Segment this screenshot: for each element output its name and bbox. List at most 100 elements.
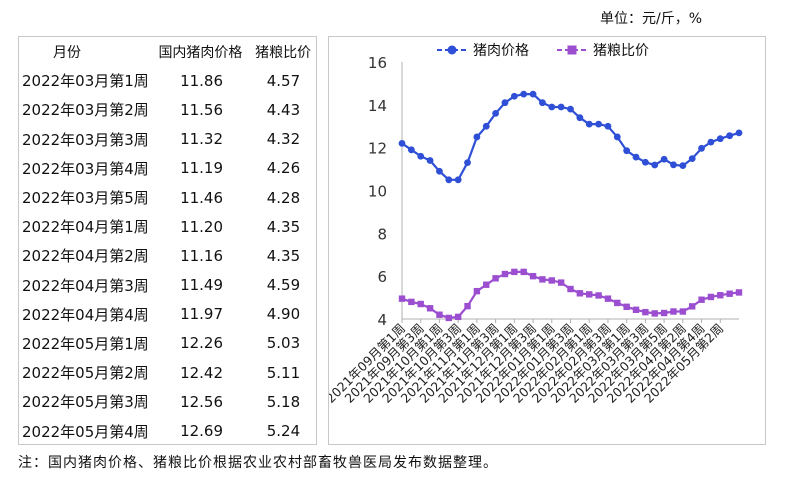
row-pig-grain-ratio: 4.35 [266,246,301,265]
data-point-pig-grain-ratio [483,281,490,288]
data-point-pig-grain-ratio [436,311,443,318]
data-point-pig-grain-ratio [698,296,705,303]
data-point-pig-grain-ratio [464,302,471,310]
data-point-pig-grain-ratio [398,295,406,302]
data-point-pig-grain-ratio [586,291,593,298]
legend-label: 猪肉价格 [473,43,529,59]
data-point-pig-grain-ratio [492,275,499,282]
data-point-pig-grain-ratio [726,290,733,297]
row-pork-price: 11.16 [180,246,224,265]
table-row: 2022年05月第4周 12.69 5.24 [19,416,316,445]
data-table: 月份 国内猪肉价格 猪粮比价 2022年03月第1周 11.86 4.57 2022年… [18,36,317,445]
y-tick-label: 10 [368,183,387,201]
data-point-pork-price [520,90,528,98]
table-body: 2022年03月第1周 11.86 4.57 2022年03月第2周 11.56 4.43… [19,66,316,445]
chart-panel: 4 6 8 10 12 14 16 2021年09月第1周 2021年09月第3周 2021年10… [323,36,766,445]
table-header: 月份 国内猪肉价格 猪粮比价 [19,37,316,66]
row-pig-grain-ratio: 4.28 [266,188,301,207]
data-point-pork-price [595,120,602,128]
header-pig-grain-ratio: 猪粮比价 [255,44,312,61]
data-point-pork-price [688,155,696,162]
row-pig-grain-ratio: 5.18 [266,392,301,411]
data-point-pork-price [716,135,724,143]
data-point-pig-grain-ratio [614,299,621,307]
data-point-pork-price [567,105,574,113]
data-point-pork-price [407,146,415,154]
legend-label: 猪粮比价 [593,43,649,59]
row-pork-price: 12.56 [180,392,224,411]
table-row: 2022年05月第3周 12.56 5.18 [19,387,316,416]
data-point-pork-price [670,161,677,169]
data-point-pork-price [632,153,640,161]
table-row: 2022年03月第1周 11.86 4.57 [19,66,316,95]
row-month: 2022年05月第4周 [22,422,149,441]
row-pork-price: 11.86 [180,71,224,90]
footnote: 注：国内猪肉价格、猪粮比价根据农业农村部畜牧兽医局发布数据整理。 [18,455,498,471]
row-month: 2022年04月第4周 [22,305,149,324]
row-pig-grain-ratio: 4.32 [266,130,301,149]
data-point-pork-price [641,158,649,166]
data-point-pork-price [707,138,715,146]
y-tick-label: 4 [377,311,387,329]
legend-marker-square [567,45,577,55]
data-point-pig-grain-ratio [511,268,518,276]
data-point-pig-grain-ratio [670,308,677,315]
row-pork-price: 11.49 [180,276,224,295]
row-pork-price: 12.69 [180,422,224,441]
header-pork-price: 国内猪肉价格 [158,44,243,61]
series-line-pig-grain-ratio [401,270,740,320]
row-pork-price: 11.20 [180,217,224,236]
table-row: 2022年03月第2周 11.56 4.43 [19,95,316,124]
data-point-pig-grain-ratio [576,290,584,297]
data-point-pig-grain-ratio [707,293,715,301]
y-tick-label: 6 [377,268,387,286]
unit-label: 单位：元/斤，% [600,11,703,27]
data-point-pork-price [651,161,659,169]
table-row: 2022年03月第3周 11.32 4.32 [19,125,316,154]
row-pig-grain-ratio: 5.24 [266,422,301,441]
row-pork-price: 11.19 [180,159,224,178]
data-point-pork-price [426,157,434,164]
legend-marker-circle [447,45,457,55]
data-point-pork-price [473,133,481,141]
data-point-pork-price [398,139,406,147]
data-point-pork-price [482,122,490,130]
row-pork-price: 12.26 [180,334,224,353]
y-tick-label: 8 [377,225,387,243]
data-point-pork-price [585,120,593,128]
data-point-pig-grain-ratio [679,308,687,315]
data-point-pig-grain-ratio [454,313,462,321]
data-point-pig-grain-ratio [548,277,555,284]
data-point-pig-grain-ratio [632,306,640,313]
row-month: 2022年03月第5周 [22,189,149,208]
data-point-pork-price [548,103,556,111]
data-point-pork-price [492,110,500,117]
row-pig-grain-ratio: 5.03 [266,334,301,353]
data-point-pig-grain-ratio [623,303,630,310]
data-point-pig-grain-ratio [417,300,424,308]
row-pig-grain-ratio: 4.57 [266,71,301,90]
data-point-pig-grain-ratio [717,292,724,299]
data-point-pork-price [623,147,631,155]
data-point-pig-grain-ratio [688,303,696,310]
row-month: 2022年03月第2周 [22,101,149,120]
data-point-pork-price [735,129,743,137]
table-row: 2022年03月第4周 11.19 4.26 [19,154,316,183]
row-pork-price: 11.32 [180,130,224,149]
data-point-pork-price [464,159,471,167]
data-point-pig-grain-ratio [445,314,453,322]
data-point-pork-price [726,132,734,140]
data-point-pig-grain-ratio [557,279,565,286]
table-row: 2022年04月第4周 11.97 4.90 [19,300,316,329]
header-month: 月份 [53,44,81,61]
y-tick-label: 12 [368,140,387,158]
row-pig-grain-ratio: 5.11 [266,363,301,382]
data-point-pig-grain-ratio [567,285,574,293]
row-month: 2022年04月第1周 [22,218,149,237]
data-point-pork-price [604,122,612,130]
row-pig-grain-ratio: 4.90 [266,305,301,324]
table-row: 2022年05月第1周 12.26 5.03 [19,329,316,358]
data-point-pig-grain-ratio [735,289,743,296]
data-point-pig-grain-ratio [539,276,546,283]
row-month: 2022年03月第1周 [22,72,149,91]
